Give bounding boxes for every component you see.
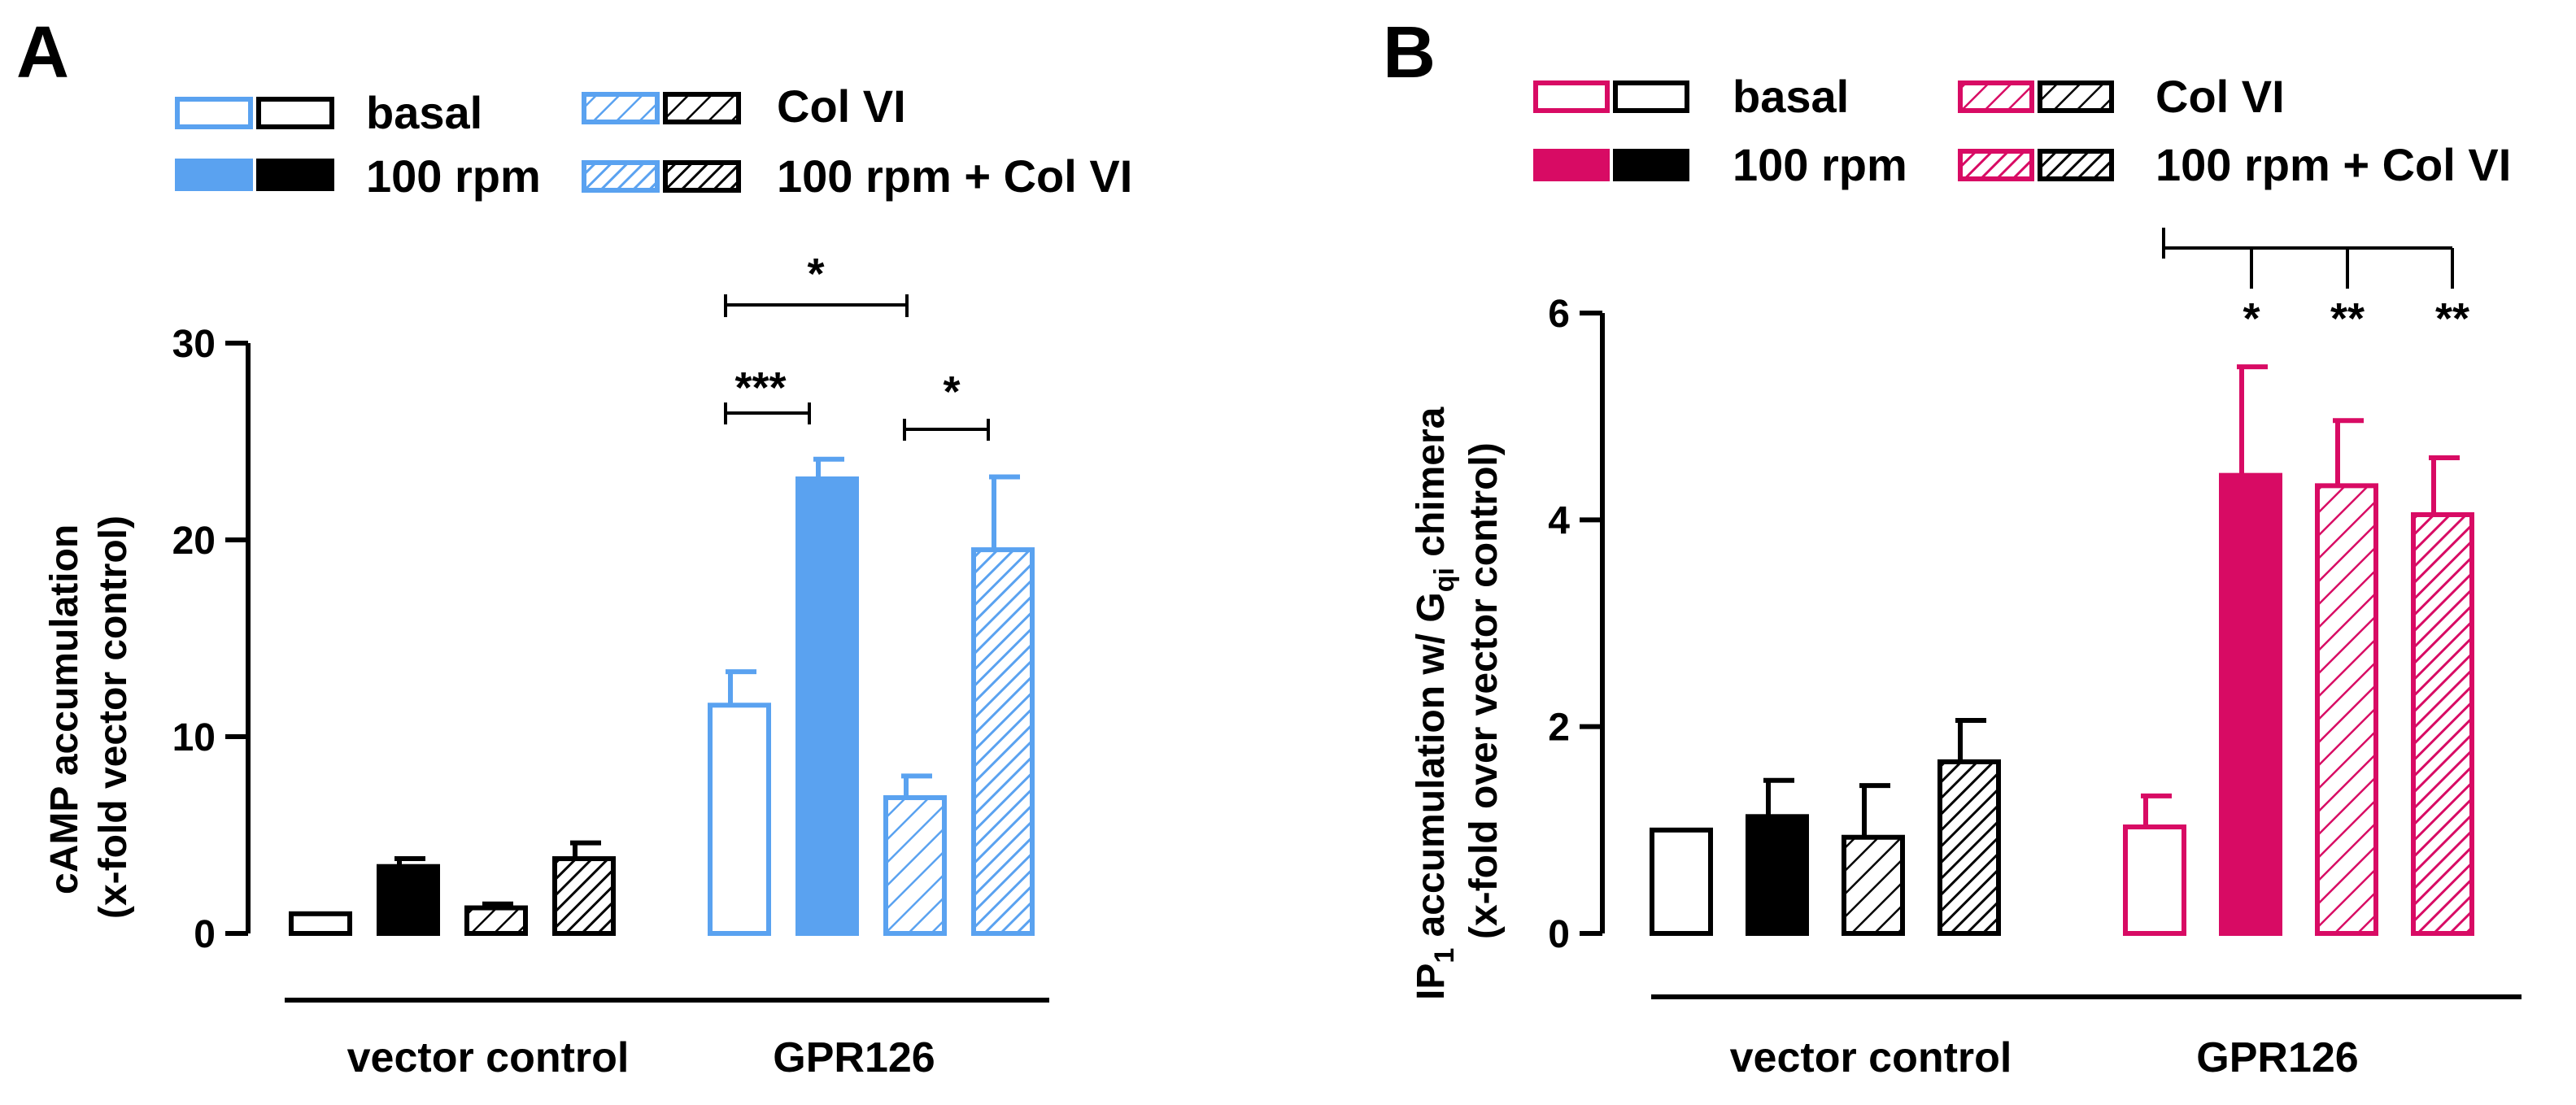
legend-b-rpm-label: 100 rpm: [1733, 139, 1907, 190]
panel-a-y-ticks: 0 10 20 30: [172, 323, 248, 956]
sig-a-label-3: *: [943, 368, 960, 416]
legend-b-col-pink-swatch: [1958, 80, 2034, 113]
bar-a-vector-control-100-rpm: [377, 864, 440, 936]
bar-b-gpr126-100-rpm: [2219, 472, 2282, 936]
legend-a-col-black-swatch: [663, 92, 741, 124]
bar-b-vector-control-100-rpm-col-vi: [1937, 759, 2001, 936]
legend-b-col-black-swatch: [2038, 80, 2114, 113]
sig-a-label-1: *: [807, 250, 824, 298]
sig-b-label-2: **: [2330, 294, 2365, 343]
panel-b: B basal 100 rpm Col VI 100 rpm + Col VI …: [1383, 12, 2522, 1081]
bar-a-gpr126-100-rpm-col-vi: [971, 547, 1035, 936]
legend-a-rpm-black-swatch: [256, 159, 334, 191]
legend-a-col-blue-swatch: [582, 92, 660, 124]
bar-a-gpr126-col-vi: [883, 795, 947, 937]
bar-b-gpr126-basal: [2123, 824, 2186, 936]
panel-b-ylabel-mid: accumulation w/ G: [1410, 592, 1453, 947]
bar-b-vector-control-basal: [1650, 827, 1713, 936]
y-tick-label-a-30: 30: [172, 323, 216, 366]
legend-a-rpm-blue-swatch: [175, 159, 253, 191]
bar-a-vector-control-col-vi: [464, 905, 528, 937]
panel-b-legend: basal 100 rpm Col VI 100 rpm + Col VI: [1533, 71, 2511, 190]
bar-a-vector-control-basal: [289, 911, 352, 937]
sig-b-label-1: *: [2243, 294, 2260, 343]
panel-a-letter: A: [16, 12, 69, 94]
y-tick-label-a-10: 10: [172, 716, 216, 759]
bar-b-gpr126-100-rpm-col-vi: [2411, 511, 2474, 936]
legend-b-rpmcol-black-swatch: [2038, 149, 2114, 181]
sig-b-bracket: [2162, 228, 2454, 289]
y-tick-label-b-6: 6: [1548, 293, 1570, 336]
panel-a-group-vector: vector control: [347, 1034, 630, 1081]
legend-b-rpm-pink-swatch: [1533, 149, 1610, 181]
legend-a-basal-label: basal: [366, 87, 482, 138]
legend-b-rpmcol-pink-swatch: [1958, 149, 2034, 181]
legend-a-basal-blue-swatch: [175, 97, 253, 129]
panel-b-group-vector: vector control: [1730, 1034, 2012, 1081]
sig-a-bracket-1: [724, 294, 909, 317]
panel-b-ylabel-sub2: qi: [1429, 568, 1460, 592]
panel-a-group-gpr126: GPR126: [773, 1034, 935, 1081]
panel-b-ylabel-end: chimera: [1410, 407, 1453, 568]
bar-b-gpr126-col-vi: [2315, 483, 2378, 936]
legend-b-col-label: Col VI: [2155, 71, 2285, 122]
legend-b-basal-black-swatch: [1613, 80, 1689, 113]
legend-a-rpmcol-blue-swatch: [582, 160, 660, 193]
y-tick-label-b-4: 4: [1548, 499, 1570, 542]
sig-b-label-3: **: [2435, 294, 2469, 343]
panel-b-ylabel-ip: IP: [1410, 964, 1453, 1000]
panel-a-significance: * *** *: [724, 250, 990, 441]
panel-b-y-ticks: 0 2 4 6: [1548, 293, 1602, 956]
legend-a-rpmcol-black-swatch: [663, 160, 741, 193]
panel-a-bars: [289, 456, 1035, 937]
y-tick-label-a-0: 0: [194, 913, 216, 956]
legend-a-basal-black-swatch: [256, 97, 334, 129]
panel-a-legend: basal 100 rpm Col VI 100 rpm + Col VI: [175, 80, 1132, 202]
legend-b-basal-label: basal: [1733, 71, 1849, 122]
panel-b-group-gpr126: GPR126: [2196, 1034, 2358, 1081]
bar-a-vector-control-100-rpm-col-vi: [552, 856, 616, 937]
bar-b-vector-control-100-rpm: [1746, 814, 1809, 937]
legend-a-rpmcol-label: 100 rpm + Col VI: [777, 150, 1132, 202]
y-tick-label-b-0: 0: [1548, 913, 1570, 956]
panel-b-bars: [1650, 364, 2474, 937]
bar-a-gpr126-100-rpm: [795, 476, 859, 936]
legend-b-rpm-black-swatch: [1613, 149, 1689, 181]
y-tick-label-b-2: 2: [1548, 707, 1570, 750]
legend-a-col-label: Col VI: [777, 80, 906, 132]
sig-a-bracket-2: [724, 402, 811, 424]
panel-b-letter: B: [1383, 12, 1436, 94]
sig-a-bracket-3: [903, 419, 990, 441]
panel-a-ylabel-line1: cAMP accumulation: [43, 524, 86, 894]
legend-b-rpmcol-label: 100 rpm + Col VI: [2155, 139, 2511, 190]
panel-a-ylabel-line2: (x-fold vector control): [92, 516, 135, 919]
panel-b-ylabel-line2: (x-fold over vector control): [1462, 442, 1506, 939]
bar-a-gpr126-basal: [708, 703, 771, 937]
panel-a: A basal 100 rpm Col VI 100 rpm + Col VI …: [16, 12, 1132, 1081]
legend-b-basal-pink-swatch: [1533, 80, 1610, 113]
panel-b-ylabel-sub1: 1: [1429, 948, 1460, 964]
panel-b-ylabel-line1: IP1 accumulation w/ Gqi chimera: [1410, 407, 1460, 1000]
y-tick-label-a-20: 20: [172, 520, 216, 563]
bar-b-vector-control-col-vi: [1842, 834, 1905, 936]
legend-a-rpm-label: 100 rpm: [366, 150, 541, 202]
panel-b-significance: * ** **: [2162, 228, 2469, 343]
sig-a-label-2: ***: [734, 363, 786, 412]
